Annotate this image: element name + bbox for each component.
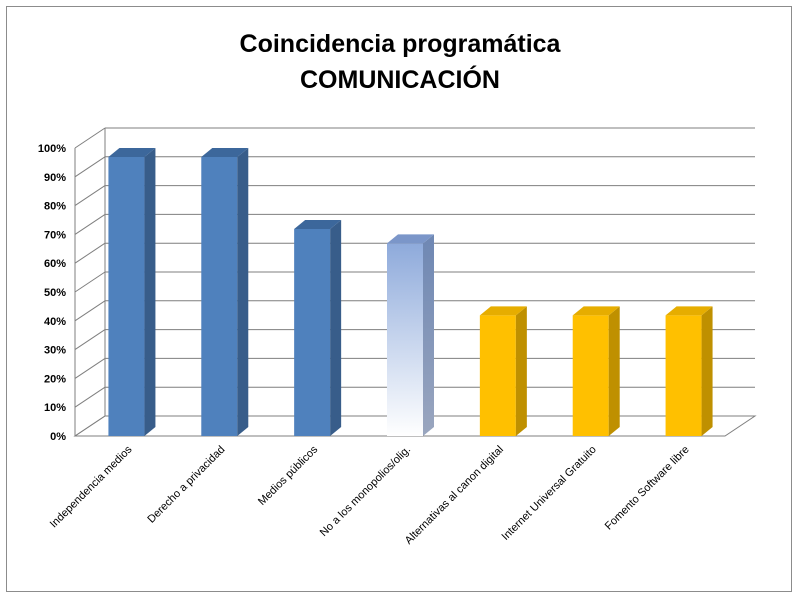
y-tick-label: 0% bbox=[50, 431, 66, 443]
bar-side bbox=[330, 220, 342, 436]
y-tick-label: 10% bbox=[44, 402, 66, 414]
gridline-wall bbox=[74, 242, 106, 264]
x-tick-label: Alternativas al canon digital bbox=[403, 444, 506, 547]
x-tick-label: Independencia medios bbox=[48, 443, 135, 530]
bar-front bbox=[294, 229, 331, 436]
gridline-wall bbox=[74, 386, 106, 408]
bar-side bbox=[701, 306, 713, 436]
bar bbox=[201, 148, 249, 436]
bar-side bbox=[608, 306, 620, 436]
gridline-wall bbox=[74, 185, 106, 207]
bar bbox=[572, 306, 620, 436]
chart-title: Coincidencia programática bbox=[239, 30, 561, 58]
y-tick-label: 20% bbox=[44, 373, 66, 385]
bar-front bbox=[108, 157, 145, 436]
gridline-wall bbox=[74, 357, 106, 379]
bar-top bbox=[108, 148, 156, 157]
y-tick-label: 80% bbox=[44, 201, 66, 213]
gridline-wall bbox=[74, 300, 106, 322]
y-tick-label: 90% bbox=[44, 172, 66, 184]
bar bbox=[108, 148, 156, 436]
bar-top bbox=[387, 234, 434, 244]
x-tick-label: Medios públicos bbox=[256, 443, 321, 508]
gridline-wall bbox=[74, 329, 106, 351]
y-tick-label: 100% bbox=[38, 143, 66, 155]
bar-side bbox=[144, 148, 156, 436]
gridline-wall bbox=[74, 271, 106, 293]
bar-front bbox=[665, 315, 702, 436]
bar-front bbox=[387, 243, 423, 436]
bar bbox=[294, 220, 342, 436]
x-tick-label: Derecho a privacidad bbox=[145, 444, 227, 526]
bar-front bbox=[572, 315, 609, 436]
bar-top bbox=[201, 148, 249, 157]
y-tick-label: 70% bbox=[44, 229, 66, 241]
y-tick-label: 40% bbox=[44, 316, 66, 328]
bar-top bbox=[572, 306, 620, 316]
gridline-wall bbox=[74, 127, 106, 149]
chart-subtitle: COMUNICACIÓN bbox=[300, 66, 500, 94]
bar-top bbox=[294, 220, 342, 229]
gridline-wall bbox=[74, 213, 106, 235]
y-tick-label: 60% bbox=[44, 258, 66, 270]
x-tick-label: Internet Universal Gratuito bbox=[500, 444, 599, 543]
bar-side bbox=[515, 306, 527, 436]
bar-top bbox=[665, 306, 713, 316]
bar-front bbox=[479, 315, 516, 436]
bar-front bbox=[201, 157, 238, 436]
bar bbox=[665, 306, 713, 436]
bar-side bbox=[423, 234, 434, 436]
x-tick-label: Fomento Software libre bbox=[603, 444, 692, 533]
bar bbox=[387, 234, 434, 436]
bar-top bbox=[479, 306, 527, 316]
gridline-wall bbox=[74, 156, 106, 178]
y-tick-label: 30% bbox=[44, 345, 66, 357]
x-tick-label: No a los monopolios/olig. bbox=[318, 444, 413, 539]
bar bbox=[479, 306, 527, 436]
bar-side bbox=[237, 148, 249, 436]
y-tick-label: 50% bbox=[44, 287, 66, 299]
